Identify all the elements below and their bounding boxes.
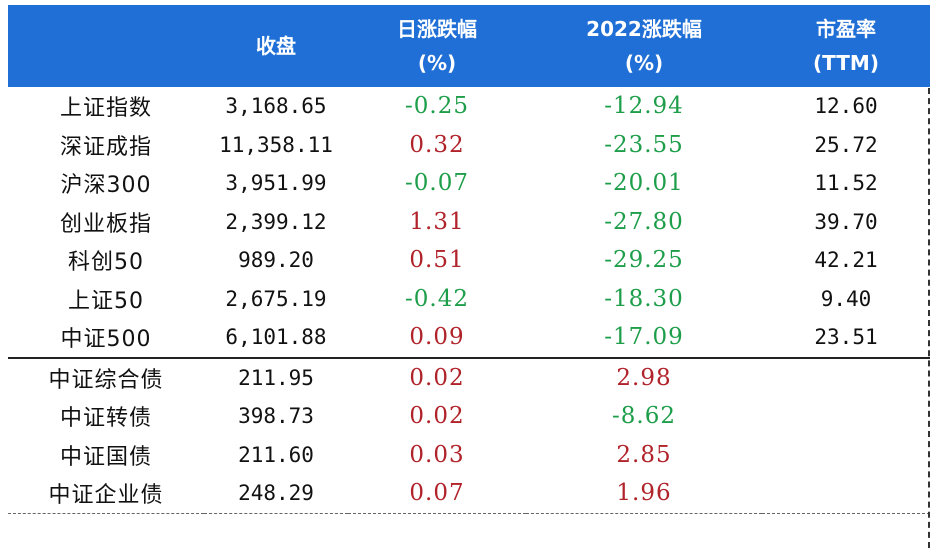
header-daily-change-line2: (%): [417, 51, 457, 75]
ytd-change-cell: -18.30: [604, 285, 684, 312]
table-row: 上证50 2,675.19 -0.42 -18.30 9.40: [8, 280, 930, 319]
daily-change-cell: 0.09: [409, 324, 465, 351]
index-name-cell: 深证成指: [59, 134, 152, 160]
pe-ratio-cell: 25.72: [814, 132, 878, 157]
daily-change-cell: 0.07: [348, 474, 526, 514]
close-value-cell: 248.29: [204, 474, 348, 514]
daily-change-cell: -0.07: [405, 170, 469, 197]
daily-change-cell: -0.25: [405, 93, 469, 120]
index-name-cell: 中证500: [60, 327, 152, 353]
ytd-change-cell: -20.01: [604, 170, 684, 197]
index-name-cell: 上证指数: [59, 96, 152, 122]
daily-change-cell: 0.03: [409, 441, 465, 468]
pe-ratio-cell: 23.51: [814, 325, 878, 350]
index-name-cell: 中证企业债: [8, 474, 204, 514]
ytd-change-cell: 1.96: [526, 474, 762, 514]
header-row: 收盘 日涨跌幅 (%) 2022涨跌幅 (%) 市盈率 (TTM): [8, 5, 930, 87]
right-dashed-border: [928, 88, 930, 548]
table-row: 中证国债 211.60 0.03 2.85: [8, 436, 930, 475]
table-row: 中证转债 398.73 0.02 -8.62: [8, 397, 930, 436]
pe-ratio-cell: [762, 436, 930, 475]
close-value-cell: 6,101.88: [225, 325, 327, 350]
daily-change-cell: 0.51: [409, 247, 465, 274]
index-name-cell: 创业板指: [59, 211, 152, 237]
ytd-change-cell: -29.25: [604, 247, 684, 274]
table-row: 中证企业债 248.29 0.07 1.96: [8, 474, 930, 514]
index-name-cell: 中证国债: [59, 444, 152, 470]
ytd-change-cell: 2.98: [526, 356, 762, 397]
ytd-change-cell: -8.62: [612, 403, 676, 430]
header-pe-ratio: 市盈率 (TTM): [762, 5, 930, 87]
pe-ratio-cell: 9.40: [820, 286, 872, 311]
table-row: 深证成指 11,358.11 0.32 -23.55 25.72: [8, 126, 930, 165]
daily-change-cell: 0.32: [409, 131, 465, 158]
close-value-cell: 2,399.12: [225, 209, 327, 234]
ytd-change-cell: -12.94: [604, 93, 684, 120]
pe-ratio-cell: [762, 474, 930, 514]
header-ytd-change: 2022涨跌幅 (%): [526, 5, 762, 87]
close-value-cell: 398.73: [238, 404, 314, 429]
table-row: 沪深300 3,951.99 -0.07 -20.01 11.52: [8, 164, 930, 203]
ytd-change-cell: -23.55: [604, 131, 684, 158]
table-body: 上证指数 3,168.65 -0.25 -12.94 12.60 深证成指 11,358.1…: [8, 87, 930, 514]
close-value-cell: 989.20: [238, 248, 314, 273]
index-name-cell: 上证50: [68, 288, 144, 314]
index-name-cell: 中证转债: [59, 406, 152, 432]
table-row: 科创50 989.20 0.51 -29.25 42.21: [8, 241, 930, 280]
pe-ratio-cell: [762, 356, 930, 397]
daily-change-cell: 0.02: [409, 403, 465, 430]
close-value-cell: 2,675.19: [225, 286, 327, 311]
index-name-cell: 科创50: [68, 250, 144, 276]
index-name-cell: 中证综合债: [8, 356, 204, 397]
table-row: 上证指数 3,168.65 -0.25 -12.94 12.60: [8, 87, 930, 126]
market-summary-table: 收盘 日涨跌幅 (%) 2022涨跌幅 (%) 市盈率 (TTM) 上证指数 3,…: [8, 5, 930, 514]
daily-change-cell: 1.31: [409, 208, 465, 235]
index-name-cell: 沪深300: [60, 173, 152, 199]
header-pe-ratio-line2: (TTM): [813, 51, 879, 75]
pe-ratio-cell: [762, 397, 930, 436]
ytd-change-cell: -27.80: [604, 208, 684, 235]
table-row: 中证综合债 211.95 0.02 2.98: [8, 356, 930, 397]
table-header: 收盘 日涨跌幅 (%) 2022涨跌幅 (%) 市盈率 (TTM): [8, 5, 930, 87]
pe-ratio-cell: 39.70: [814, 209, 878, 234]
close-value-cell: 11,358.11: [219, 132, 333, 157]
table-row: 创业板指 2,399.12 1.31 -27.80 39.70: [8, 203, 930, 242]
market-table-container: 收盘 日涨跌幅 (%) 2022涨跌幅 (%) 市盈率 (TTM) 上证指数 3,…: [8, 5, 930, 514]
pe-ratio-cell: 12.60: [814, 94, 878, 119]
close-value-cell: 3,168.65: [225, 94, 327, 119]
table-row: 中证500 6,101.88 0.09 -17.09 23.51: [8, 318, 930, 358]
pe-ratio-cell: 11.52: [814, 171, 878, 196]
header-close: 收盘: [256, 34, 296, 58]
header-ytd-change-line1: 2022涨跌幅: [586, 17, 702, 41]
daily-change-cell: -0.42: [405, 285, 469, 312]
header-ytd-change-line2: (%): [624, 51, 664, 75]
header-pe-ratio-line1: 市盈率: [816, 17, 876, 41]
ytd-change-cell: -17.09: [604, 324, 684, 351]
header-index-name: [8, 5, 204, 87]
daily-change-cell: 0.02: [348, 356, 526, 397]
pe-ratio-cell: 42.21: [814, 248, 878, 273]
close-value-cell: 3,951.99: [225, 171, 327, 196]
header-daily-change: 日涨跌幅 (%): [348, 5, 526, 87]
ytd-change-cell: 2.85: [616, 441, 672, 468]
close-value-cell: 211.60: [238, 442, 314, 467]
header-daily-change-line1: 日涨跌幅: [397, 17, 477, 41]
close-value-cell: 211.95: [204, 356, 348, 397]
